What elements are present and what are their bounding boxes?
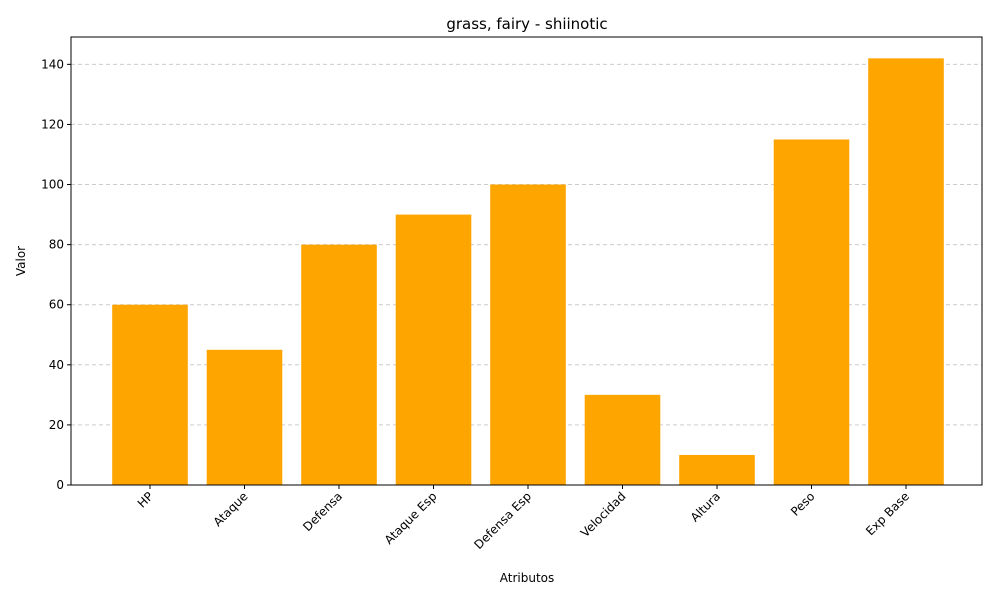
y-tick-label: 60	[49, 298, 64, 312]
y-tick-label: 100	[41, 178, 64, 192]
x-tick-label: Defensa	[300, 489, 345, 534]
plot-frame	[70, 36, 983, 486]
bar-defensa-esp	[490, 184, 566, 485]
x-tick-label: Peso	[788, 489, 818, 519]
y-tick-label: 40	[49, 358, 64, 372]
y-tick-label: 80	[49, 238, 64, 252]
x-axis-ticks: HP Ataque Defensa Ataque Esp Defensa Esp Velo…	[135, 485, 912, 552]
bar-ataque-esp	[395, 214, 472, 486]
y-tick-label: 0	[56, 478, 64, 492]
x-tick-label: Altura	[688, 489, 723, 524]
x-tick-label: Defensa Esp	[471, 489, 534, 552]
bar-velocidad	[584, 394, 661, 485]
x-axis-label: Atributos	[500, 571, 555, 585]
bar-peso	[773, 139, 850, 486]
y-axis-label: Valor	[14, 246, 28, 276]
x-tick-label: Exp Base	[863, 489, 912, 538]
y-tick-label: 20	[49, 418, 64, 432]
bar-defensa	[301, 244, 377, 485]
y-tick-label: 140	[41, 57, 64, 71]
bar-altura	[679, 454, 755, 485]
bar-ataque	[206, 349, 283, 485]
chart-title: grass, fairy - shiinotic	[446, 15, 607, 33]
bars	[112, 58, 944, 486]
x-tick-label: Velocidad	[578, 489, 629, 540]
bar-hp	[112, 304, 188, 485]
x-tick-label: HP	[135, 489, 156, 510]
y-axis-ticks: 0 20 40 60 80 100 120 140	[41, 57, 71, 492]
bar-exp-base	[868, 58, 944, 485]
y-tick-label: 120	[41, 117, 64, 131]
x-tick-label: Ataque Esp	[382, 489, 440, 547]
x-tick-label: Ataque	[211, 489, 251, 529]
